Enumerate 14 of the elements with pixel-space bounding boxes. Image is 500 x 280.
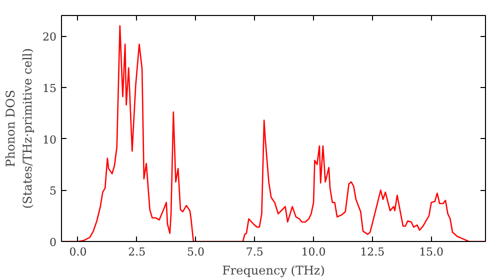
x-tick-label: 7.5 — [246, 246, 264, 258]
y-tick-label: 15 — [42, 82, 57, 95]
y-axis-title: Phonon DOS (States/THz·primitive cell) — [4, 48, 35, 209]
x-tick-label: 0.0 — [69, 246, 87, 258]
x-tick-label: 15.0 — [419, 246, 444, 258]
y-tick-label: 10 — [42, 133, 57, 146]
y-tick-label: 5 — [50, 184, 56, 198]
y-tick-label: 0 — [50, 236, 56, 249]
x-tick-label: 2.5 — [128, 246, 146, 258]
x-tick-label: 12.5 — [360, 246, 385, 258]
y-tick-label: 20 — [42, 30, 57, 44]
x-tick-label: 5.0 — [187, 246, 205, 258]
x-tick-label: 10.0 — [301, 246, 326, 258]
x-axis-title: Frequency (THz) — [222, 264, 325, 278]
